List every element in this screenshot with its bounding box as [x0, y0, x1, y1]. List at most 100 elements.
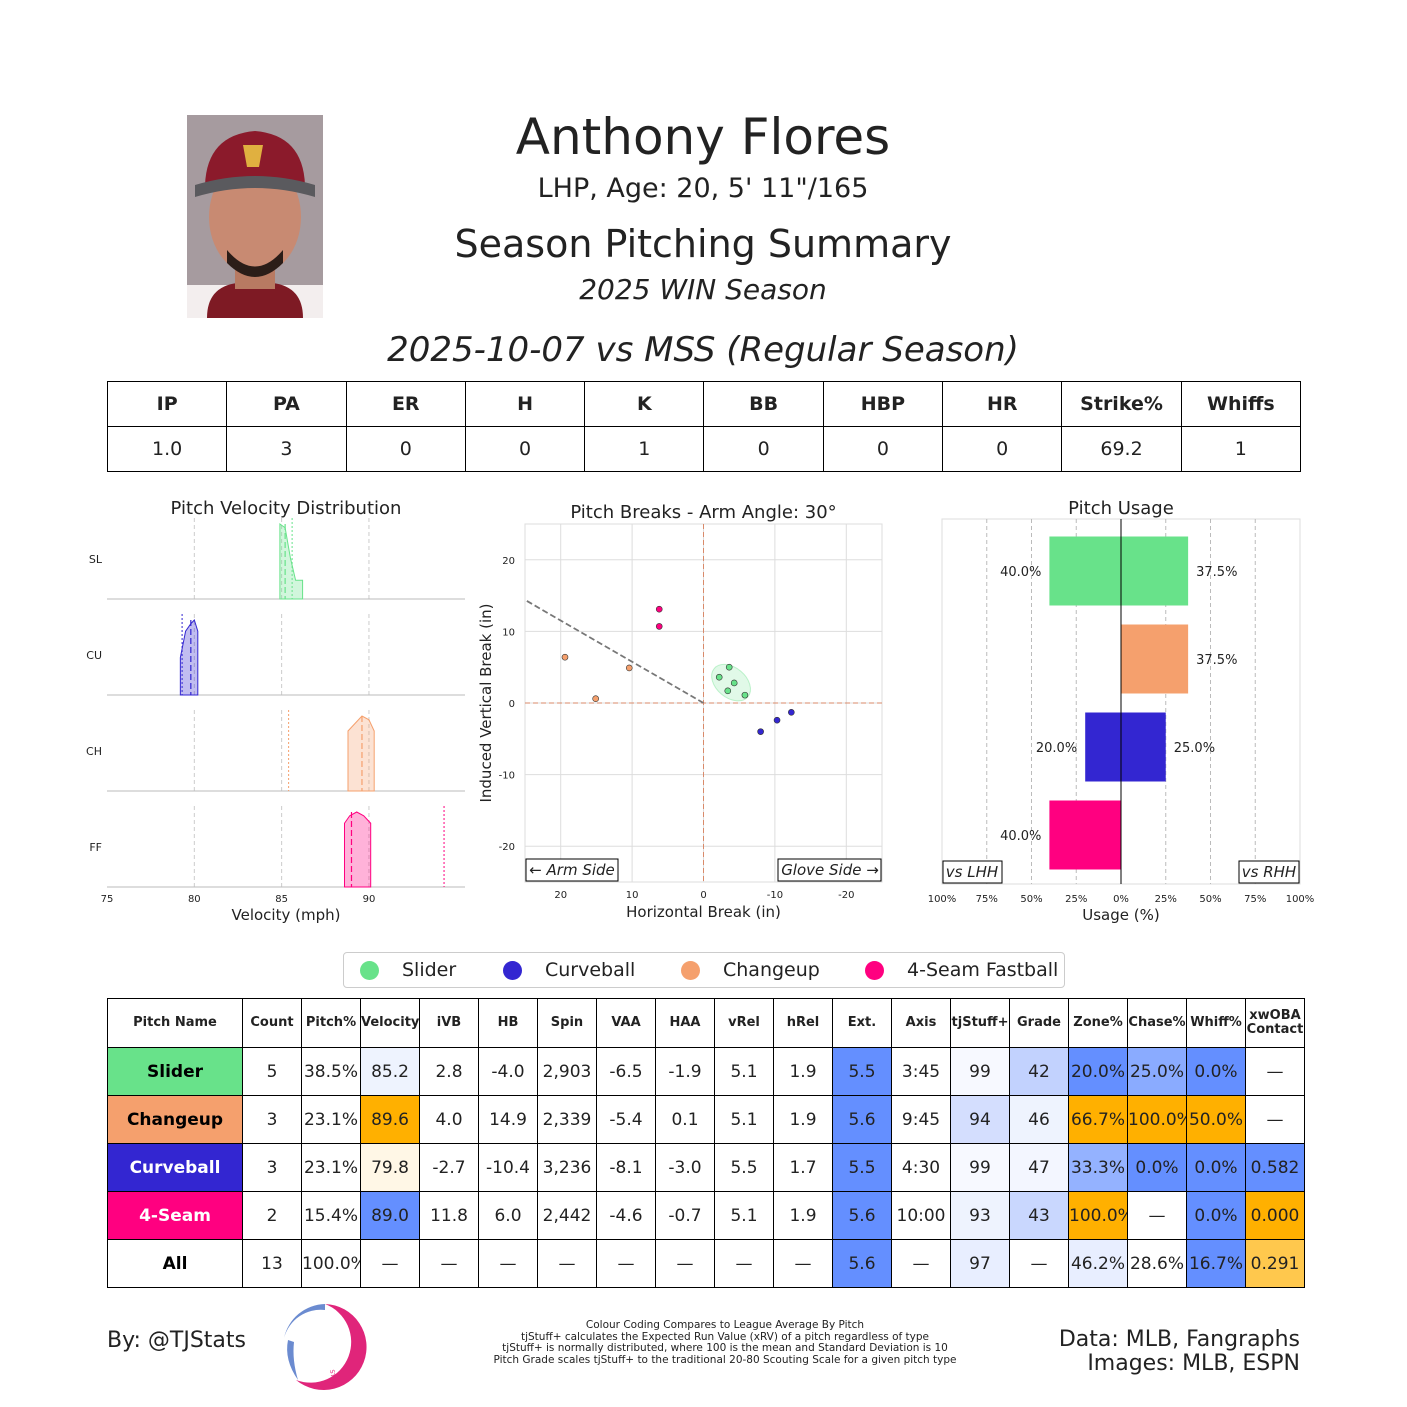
velocity-row-label: FF — [89, 841, 102, 854]
metric-cell: 14.9 — [478, 1095, 538, 1144]
metric-cell: 47 — [1009, 1143, 1069, 1192]
metric-cell: — — [655, 1239, 715, 1288]
tjstats-logo-graphic: STATS — [284, 1304, 367, 1390]
metric-cell: 4:30 — [891, 1143, 951, 1192]
breaks-x-tick-label: -20 — [838, 890, 854, 901]
stat-value: 0 — [345, 426, 466, 472]
metric-cell: -1.9 — [655, 1047, 715, 1096]
image-credit: Images: MLB, ESPN — [1087, 1351, 1300, 1376]
arm-side-label: ← Arm Side — [529, 861, 615, 879]
break-point — [773, 716, 781, 724]
game-stats-value-row: 1.0 3 0 0 1 0 0 0 69.2 1 — [106, 426, 1302, 472]
breaks-chart-title: Pitch Breaks - Arm Angle: 30° — [570, 502, 836, 523]
usage-label-lhh: 40.0% — [1000, 565, 1041, 580]
column-header: vRel — [714, 998, 774, 1048]
metric-cell: 3:45 — [891, 1047, 951, 1096]
stat-header: Strike% — [1061, 381, 1182, 427]
pitch-name-cell: All — [107, 1239, 243, 1288]
metric-cell: 1.9 — [773, 1047, 833, 1096]
metric-cell: 0.0% — [1186, 1191, 1246, 1240]
metric-cell: 5.6 — [832, 1191, 892, 1240]
velocity-density-area — [279, 523, 304, 600]
usage-tick-label: 75% — [976, 894, 998, 905]
pitch-row: Slider 5 38.5% 85.2 2.8 -4.0 2,903 -6.5 -1.9 5.1 1… — [107, 1047, 1305, 1096]
stat-value: 1.0 — [106, 426, 228, 472]
column-header: xwOBA Contact — [1245, 998, 1305, 1048]
metric-cell: 4.0 — [419, 1095, 479, 1144]
velocity-chart-title: Pitch Velocity Distribution — [171, 498, 402, 519]
metric-cell: 94 — [950, 1095, 1010, 1144]
metric-cell: 15.4% — [301, 1191, 361, 1240]
metric-cell: 23.1% — [301, 1143, 361, 1192]
stat-value: 0 — [703, 426, 824, 472]
metric-cell: 100.0% — [1127, 1095, 1187, 1144]
metric-cell: 3 — [242, 1095, 302, 1144]
metric-cell: 3,236 — [537, 1143, 597, 1192]
stat-value: 0 — [464, 426, 586, 472]
usage-label-rhh: 25.0% — [1174, 741, 1215, 756]
column-header: hRel — [773, 998, 833, 1048]
footnotes: Colour Coding Compares to League Average… — [470, 1319, 980, 1366]
pitch-metrics-table: Pitch Name Count Pitch% Velocity iVB HB Spin VA… — [107, 998, 1305, 1288]
metric-cell: — — [1127, 1191, 1187, 1240]
velocity-tick-label: 80 — [188, 894, 201, 905]
metric-cell: 89.0 — [360, 1191, 420, 1240]
metric-cell: 99 — [950, 1143, 1010, 1192]
column-header: HB — [478, 998, 538, 1048]
metric-cell: 2.8 — [419, 1047, 479, 1096]
velocity-density-area — [347, 715, 375, 792]
metric-cell: 0.582 — [1245, 1143, 1305, 1192]
metric-cell: 50.0% — [1186, 1095, 1246, 1144]
usage-label-rhh: 37.5% — [1196, 565, 1237, 580]
velocity-density-area — [344, 811, 372, 888]
metric-cell: -10.4 — [478, 1143, 538, 1192]
source-credits: Data: MLB, Fangraphs Images: MLB, ESPN — [1000, 1328, 1300, 1376]
velocity-tick-label: 90 — [363, 894, 376, 905]
usage-tick-label: 75% — [1244, 894, 1266, 905]
metric-cell: 5.5 — [832, 1047, 892, 1096]
break-point — [724, 687, 732, 695]
breaks-y-tick-label: -10 — [499, 771, 515, 782]
break-point — [655, 623, 663, 630]
column-header: Axis — [891, 998, 951, 1048]
breaks-x-axis-label: Horizontal Break (in) — [626, 903, 781, 921]
column-header: Chase% — [1127, 998, 1187, 1048]
column-header: Ext. — [832, 998, 892, 1048]
usage-bar-lhh — [1049, 536, 1121, 606]
metric-cell: — — [537, 1239, 597, 1288]
metric-cell: — — [419, 1239, 479, 1288]
metric-cell: 5.1 — [714, 1095, 774, 1144]
metric-cell: -3.0 — [655, 1143, 715, 1192]
usage-label-lhh: 20.0% — [1036, 741, 1077, 756]
metric-cell: — — [360, 1239, 420, 1288]
footnote-line: tjStuff+ calculates the Expected Run Val… — [520, 1330, 930, 1343]
metric-cell: 1.9 — [773, 1095, 833, 1144]
stat-header: HR — [942, 381, 1063, 427]
metric-cell: — — [596, 1239, 656, 1288]
break-point — [625, 664, 633, 672]
velocity-axis-label: Velocity (mph) — [232, 906, 341, 924]
metric-cell: 0.1 — [655, 1095, 715, 1144]
pitch-row: Changeup 3 23.1% 89.6 4.0 14.9 2,339 -5.4 0.1 5.1… — [107, 1095, 1305, 1144]
usage-bar-lhh — [1049, 800, 1121, 870]
metric-cell: 79.8 — [360, 1143, 420, 1192]
stat-value: 0 — [822, 426, 944, 472]
velocity-row-label: CU — [86, 649, 102, 662]
metric-cell: 0.000 — [1245, 1191, 1305, 1240]
metric-cell: 2,339 — [537, 1095, 597, 1144]
break-point — [715, 673, 723, 681]
usage-tick-label: 50% — [1020, 894, 1042, 905]
charts-canvas: Pitch Velocity Distribution SL CU CH FF 75 80 8… — [86, 498, 1314, 924]
metric-cell: 16.7% — [1186, 1239, 1246, 1288]
column-header: Pitch Name — [107, 998, 243, 1048]
game-stats-table: IP PA ER H K BB HBP HR Strike% Whiffs 1.… — [106, 381, 1302, 472]
breaks-x-tick-label: 10 — [626, 890, 639, 901]
headshot-image — [187, 115, 323, 318]
metric-cell: — — [891, 1239, 951, 1288]
logo-text: STATS — [328, 1369, 338, 1388]
column-header: Velocity — [360, 998, 420, 1048]
metric-cell: 93 — [950, 1191, 1010, 1240]
usage-label-lhh: 40.0% — [1000, 829, 1041, 844]
break-point — [788, 709, 795, 716]
metric-cell: 0.0% — [1186, 1143, 1246, 1192]
